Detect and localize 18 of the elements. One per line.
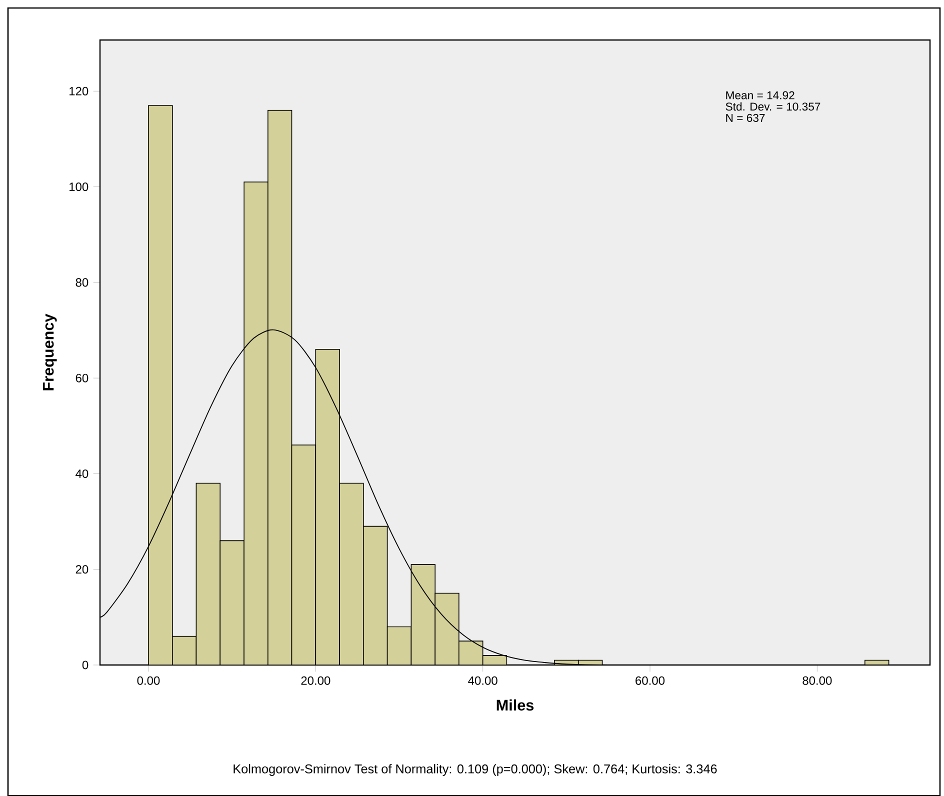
y-tick-label: 40 <box>76 469 88 478</box>
y-tick-label: 120 <box>70 86 88 96</box>
x-tick-label: 0.00 <box>137 676 160 685</box>
annotation: Std. Dev. = 10.357 <box>726 102 820 110</box>
annotation: Mean = 14.92 <box>726 91 794 100</box>
y-tick-label: 80 <box>76 278 88 287</box>
y-tick-label: 20 <box>76 564 88 574</box>
x-tick-label: 80.00 <box>802 676 832 685</box>
x-tick-label: 40.00 <box>468 676 498 685</box>
x-tick-label: 60.00 <box>636 676 665 685</box>
y-tick-label: 0 <box>82 660 88 670</box>
x-axis-title: Miles <box>496 699 534 710</box>
x-tick-label: 20.00 <box>301 676 330 685</box>
annotation: N = 637 <box>726 114 765 122</box>
y-axis-title: Frequency <box>43 314 57 390</box>
y-tick-label: 60 <box>76 374 88 382</box>
text: Kolmogorov-Smirnov Test of Normality: 0.109 (p=0.000); Skew: 0.764; Kurtosis: 3.346 <box>234 764 717 776</box>
y-tick-label: 100 <box>70 182 88 191</box>
